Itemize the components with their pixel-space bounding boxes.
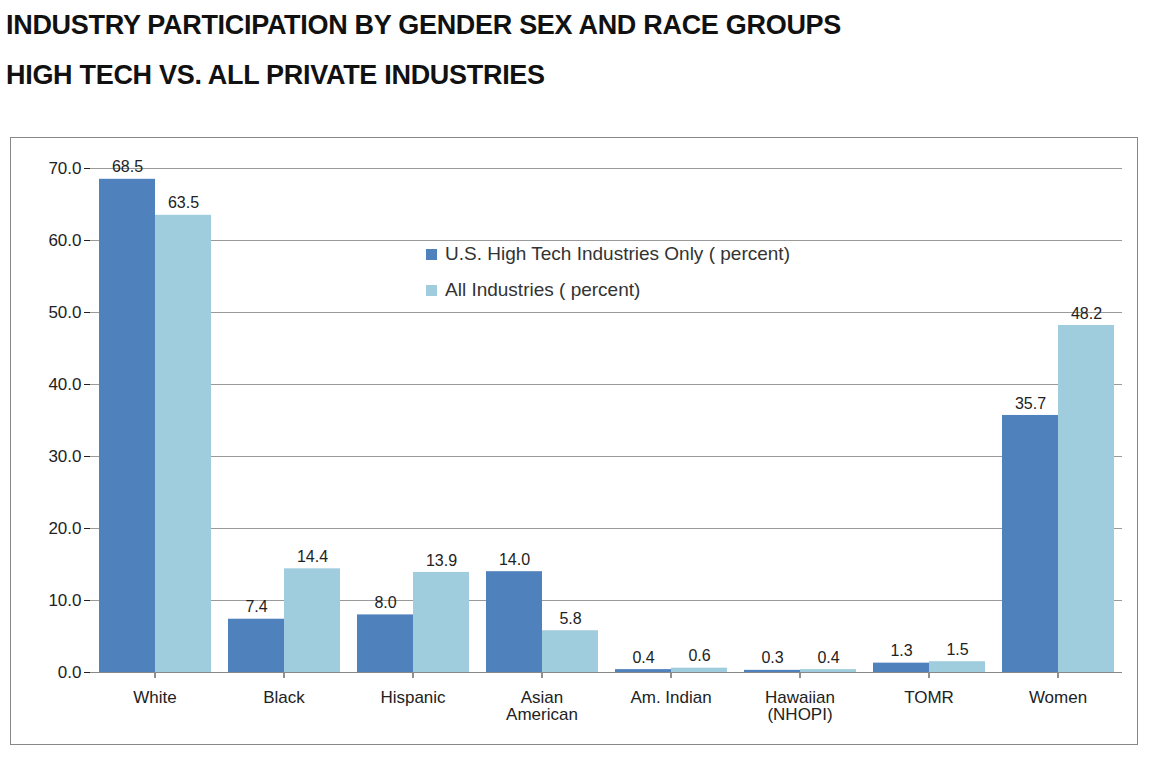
svg-text:48.2: 48.2 [1071,305,1102,322]
html-text:U.S. High Tech Industries Only: U.S. High Tech Industries Only ( percent… [445,243,790,264]
svg-text:1.5: 1.5 [946,641,968,658]
svg-text:14.4: 14.4 [297,548,328,565]
svg-text:5.8: 5.8 [559,610,581,627]
svg-text:20.0: 20.0 [48,519,81,538]
svg-text:63.5: 63.5 [168,194,199,211]
svg-text:50.0: 50.0 [48,303,81,322]
svg-text:White: White [133,688,176,707]
svg-text:0.3: 0.3 [761,649,783,666]
svg-text:0.0: 0.0 [58,663,82,682]
svg-text:8.0: 8.0 [374,594,396,611]
html-text:INDUSTRY PARTICIPATION BY GEND: INDUSTRY PARTICIPATION BY GENDER SEX AND… [6,10,841,40]
svg-text:0.4: 0.4 [632,649,654,666]
svg-text:1.3: 1.3 [890,642,912,659]
html-text:HIGH TECH VS. ALL PRIVATE INDU: HIGH TECH VS. ALL PRIVATE INDUSTRIES [6,60,545,90]
svg-text:30.0: 30.0 [48,447,81,466]
svg-text:40.0: 40.0 [48,375,81,394]
svg-text:7.4: 7.4 [245,598,267,615]
svg-text:Hawaiian(NHOPI): Hawaiian(NHOPI) [765,688,835,724]
svg-text:Am. Indian: Am. Indian [630,688,711,707]
svg-text:Black: Black [263,688,305,707]
svg-text:13.9: 13.9 [426,552,457,569]
svg-text:0.4: 0.4 [817,649,839,666]
svg-text:60.0: 60.0 [48,231,81,250]
svg-text:AsianAmerican: AsianAmerican [506,688,578,724]
svg-text:0.6: 0.6 [688,647,710,664]
svg-text:Hispanic: Hispanic [380,688,446,707]
svg-text:TOMR: TOMR [904,688,954,707]
svg-text:70.0: 70.0 [48,159,81,178]
svg-text:10.0: 10.0 [48,591,81,610]
svg-text:14.0: 14.0 [499,551,530,568]
svg-text:35.7: 35.7 [1015,395,1046,412]
svg-text:68.5: 68.5 [112,158,143,175]
html-text:All Industries ( percent): All Industries ( percent) [445,279,641,300]
svg-text:Women: Women [1029,688,1087,707]
